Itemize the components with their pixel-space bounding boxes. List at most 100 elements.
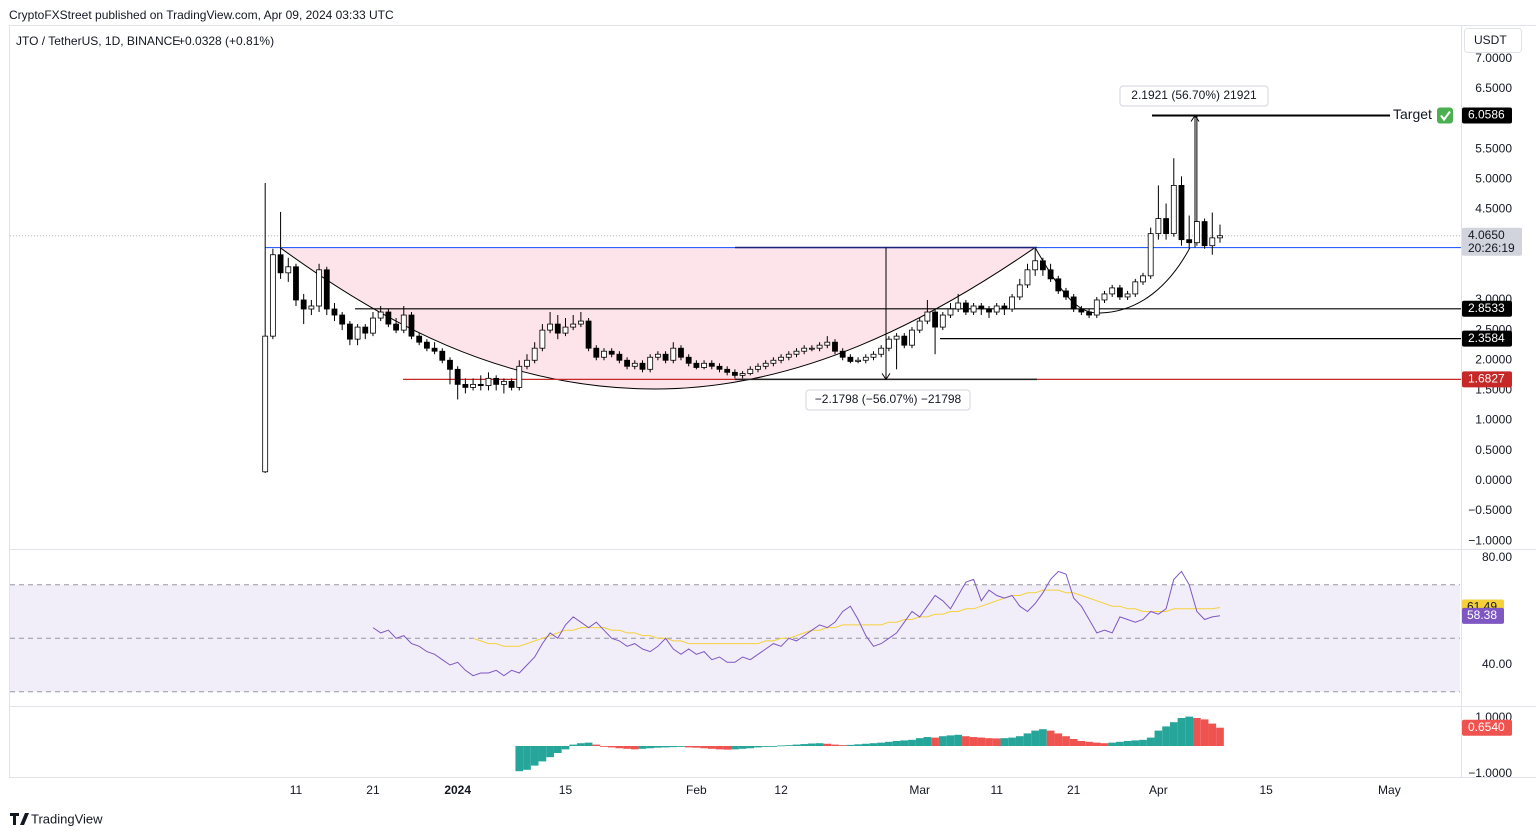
candle-body bbox=[508, 380, 515, 388]
candle-body bbox=[947, 308, 954, 316]
candle-body bbox=[885, 338, 892, 349]
histogram-tag-label: 0.6540 bbox=[1468, 720, 1505, 734]
histogram-bar bbox=[669, 746, 678, 748]
histogram-bar bbox=[561, 746, 570, 750]
y-tick-label: 7.0000 bbox=[1475, 51, 1512, 65]
candle-body bbox=[570, 323, 577, 328]
candle-body bbox=[1063, 290, 1069, 298]
price-tag-label: 1.6827 bbox=[1468, 372, 1505, 386]
candle-body bbox=[331, 308, 338, 316]
target-check-mark bbox=[1440, 110, 1451, 122]
candle-body bbox=[862, 356, 869, 361]
candle-body bbox=[300, 299, 307, 310]
candle-body bbox=[370, 317, 376, 334]
candle-body bbox=[385, 311, 392, 325]
x-tick-label: 11 bbox=[990, 783, 1003, 797]
candle-body bbox=[670, 347, 677, 361]
price-tag-label: 6.0586 bbox=[1468, 108, 1505, 122]
histogram-bar bbox=[584, 742, 593, 747]
candle-body bbox=[785, 353, 792, 358]
candle-body bbox=[277, 254, 284, 274]
candle-body bbox=[1024, 269, 1031, 286]
candle-body bbox=[1147, 233, 1154, 277]
candle-body bbox=[293, 266, 299, 301]
histogram-bar bbox=[1146, 737, 1155, 747]
histogram-bar bbox=[692, 746, 701, 748]
y-tick-label: 5.5000 bbox=[1475, 141, 1512, 155]
histogram-bar bbox=[792, 744, 801, 747]
histogram-bar bbox=[946, 735, 955, 747]
candle-body bbox=[939, 314, 946, 328]
candle-body bbox=[323, 269, 330, 310]
x-tick-label: Apr bbox=[1149, 783, 1168, 797]
histogram-bar bbox=[954, 734, 963, 747]
x-tick-label: 21 bbox=[366, 783, 380, 797]
x-tick-label: May bbox=[1378, 783, 1401, 797]
candle-body bbox=[601, 350, 607, 358]
currency-button[interactable] bbox=[1464, 28, 1522, 53]
candle-body bbox=[762, 362, 769, 367]
histogram-bar bbox=[808, 743, 816, 747]
candle-body bbox=[793, 350, 800, 355]
histogram-bar bbox=[707, 746, 716, 749]
candle-body bbox=[924, 311, 931, 322]
target-check bbox=[1437, 107, 1453, 124]
x-tick-label: 15 bbox=[1260, 783, 1274, 797]
candle-body bbox=[500, 380, 507, 385]
histogram-bar bbox=[1208, 723, 1217, 747]
candle-body bbox=[531, 347, 538, 361]
histogram-bar bbox=[615, 746, 624, 749]
candle-body bbox=[554, 323, 561, 334]
histogram-bar bbox=[1000, 738, 1009, 747]
histogram-bar bbox=[892, 740, 901, 747]
measure-label: 2.1921 (56.70%) 21921 bbox=[1131, 88, 1257, 102]
candle-body bbox=[408, 314, 415, 337]
histogram-bar bbox=[1116, 741, 1124, 747]
candle-body bbox=[747, 368, 754, 374]
x-tick-label: 15 bbox=[559, 783, 573, 797]
candle-body bbox=[400, 314, 407, 331]
candle-body bbox=[423, 341, 430, 349]
histogram-bar bbox=[831, 744, 839, 747]
histogram-bar bbox=[969, 737, 978, 747]
y-tick-label: −1.0000 bbox=[1468, 766, 1512, 780]
candle-body bbox=[1101, 293, 1108, 301]
histogram-bar bbox=[854, 744, 862, 747]
candle-body bbox=[716, 365, 723, 370]
y-tick-label: 2.0000 bbox=[1475, 352, 1512, 366]
histogram-bar bbox=[746, 746, 755, 749]
candle-body bbox=[316, 269, 322, 307]
histogram-bar bbox=[1123, 740, 1132, 747]
histogram-bar bbox=[1185, 716, 1194, 747]
y-tick-label: −0.5000 bbox=[1468, 503, 1512, 517]
candle-body bbox=[1032, 260, 1039, 271]
candle-body bbox=[608, 350, 615, 355]
histogram-bar bbox=[731, 746, 739, 750]
y-tick-label: 0.5000 bbox=[1475, 443, 1512, 457]
histogram-bar bbox=[684, 746, 693, 748]
candle-body bbox=[647, 356, 654, 370]
currency: USDT bbox=[1474, 33, 1507, 47]
y-tick-label: −1.0000 bbox=[1468, 533, 1512, 547]
candle-body bbox=[1039, 260, 1046, 271]
candle-body bbox=[639, 362, 646, 370]
histogram-bar bbox=[1092, 742, 1101, 747]
x-tick-label: 11 bbox=[290, 783, 303, 797]
x-tick-label: Feb bbox=[686, 783, 707, 797]
candle-body bbox=[839, 350, 846, 358]
candle-body bbox=[470, 383, 476, 388]
histogram-bar bbox=[538, 746, 547, 762]
candle-body bbox=[431, 347, 438, 352]
histogram-bar bbox=[661, 746, 670, 748]
candle-body bbox=[693, 362, 700, 368]
brand-logo bbox=[10, 813, 29, 825]
histogram-bar bbox=[638, 746, 647, 749]
histogram-bar bbox=[915, 738, 924, 747]
histogram-bar bbox=[723, 746, 732, 750]
price-tag-label: 2.8533 bbox=[1468, 301, 1505, 315]
candle-body bbox=[909, 329, 915, 346]
histogram-bar bbox=[754, 746, 762, 748]
candle-body bbox=[1170, 184, 1177, 235]
measure-label-box bbox=[805, 389, 971, 411]
